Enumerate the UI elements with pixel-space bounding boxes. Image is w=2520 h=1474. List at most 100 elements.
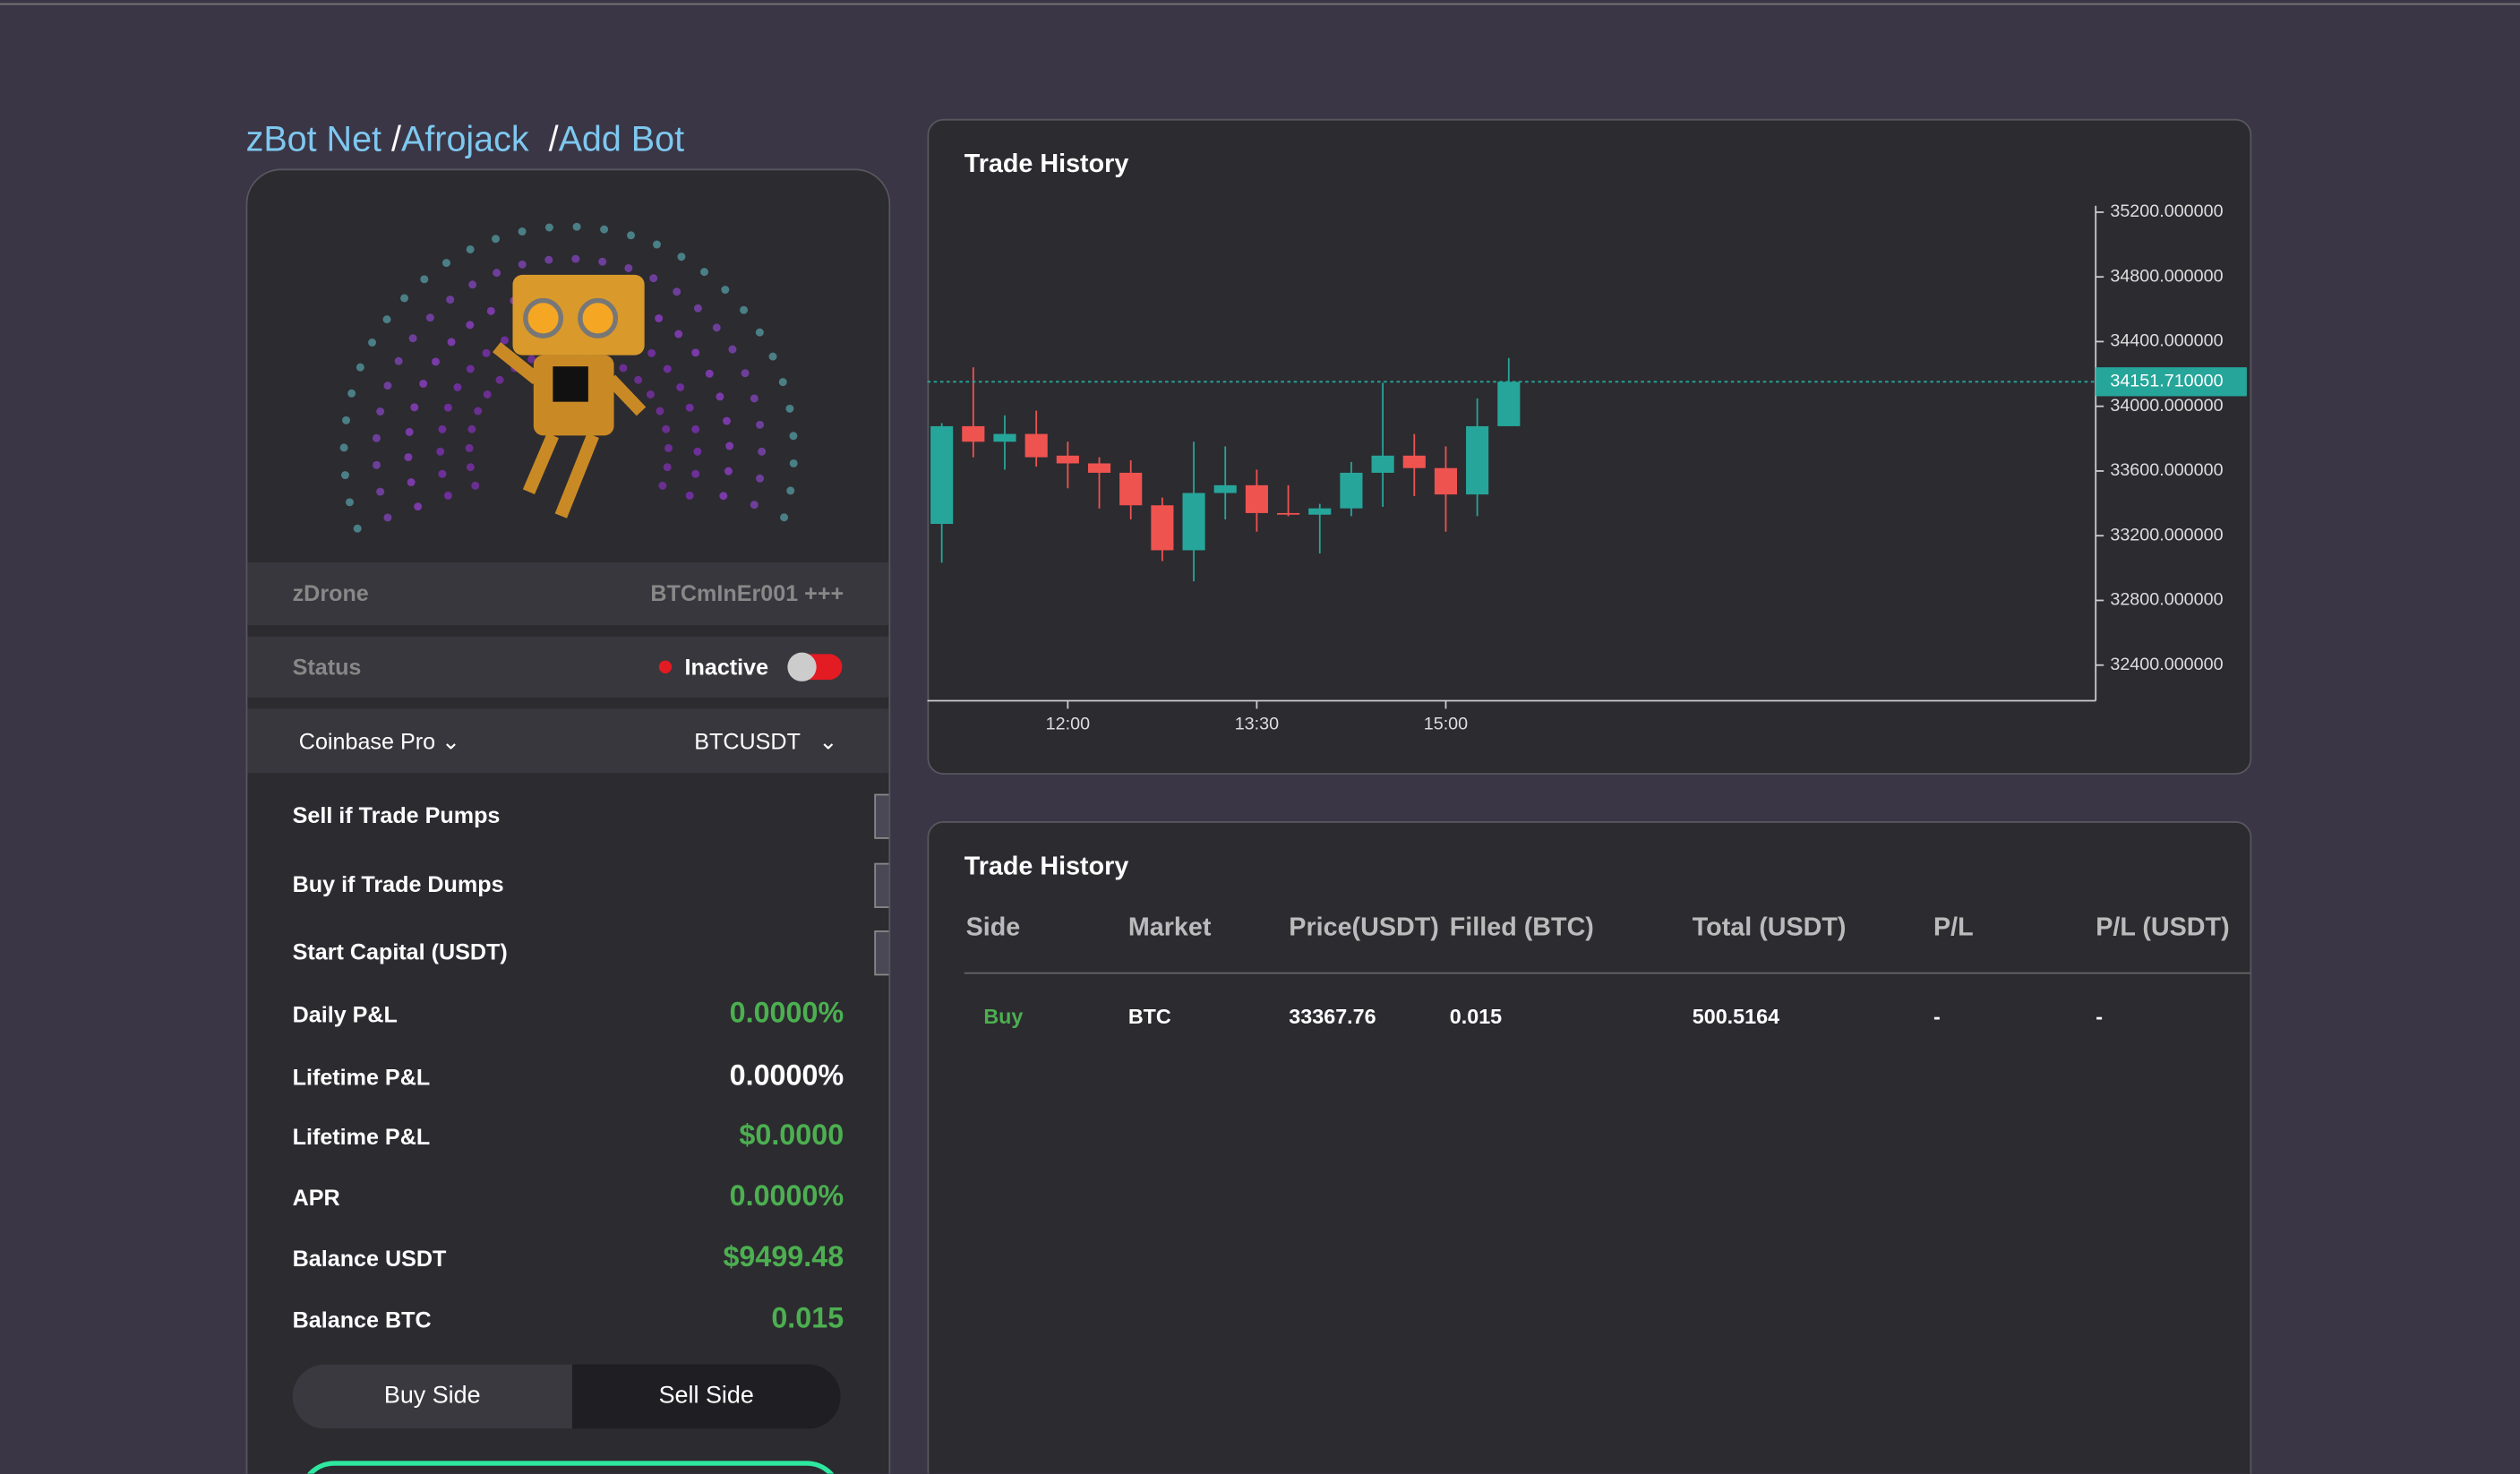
dot bbox=[466, 244, 475, 253]
dot bbox=[518, 227, 527, 236]
dot bbox=[467, 424, 476, 433]
input[interactable]: 2 bbox=[874, 861, 889, 908]
dot bbox=[647, 348, 656, 357]
form-label: Buy if Trade Dumps bbox=[292, 870, 504, 896]
exchange: Coinbase Pro bbox=[298, 727, 436, 754]
dot bbox=[407, 478, 416, 487]
column-header: P/L (USDT) bbox=[2096, 914, 2230, 942]
dot bbox=[778, 378, 787, 387]
dot bbox=[663, 463, 672, 472]
dot bbox=[383, 381, 392, 390]
dot bbox=[372, 433, 381, 442]
dot bbox=[346, 498, 354, 507]
dot bbox=[785, 404, 794, 413]
form-label: Sell if Trade Pumps bbox=[292, 801, 501, 828]
bot-avatar bbox=[339, 222, 798, 533]
dot bbox=[443, 491, 452, 500]
column-header: Filled (BTC) bbox=[1449, 914, 1594, 942]
top-bar bbox=[0, 3, 2520, 5]
side-button[interactable]: Buy Side bbox=[292, 1364, 572, 1429]
dot bbox=[339, 443, 348, 452]
status: Inactive bbox=[684, 654, 769, 681]
table-title: Trade History bbox=[964, 853, 1129, 881]
dot bbox=[342, 416, 350, 424]
dot bbox=[741, 369, 750, 378]
stat-label: APR bbox=[292, 1184, 340, 1211]
dot bbox=[356, 363, 364, 372]
dot bbox=[471, 481, 480, 490]
dot bbox=[725, 441, 734, 450]
dot bbox=[674, 330, 683, 339]
bot-card: zDrone BTCmInEr001 +++ Status Inactive C… bbox=[245, 168, 891, 1474]
dot bbox=[600, 225, 609, 234]
bot-id: BTCmInEr001 +++ bbox=[650, 579, 844, 606]
dot bbox=[716, 392, 724, 401]
dot bbox=[438, 469, 447, 478]
column-header: Side bbox=[965, 914, 1021, 942]
form-label: Start Capital (USDT) bbox=[292, 938, 508, 964]
dot bbox=[420, 275, 429, 284]
dot bbox=[693, 447, 702, 456]
dot bbox=[789, 432, 798, 441]
dot bbox=[685, 403, 694, 412]
input[interactable]: 500 bbox=[874, 930, 889, 976]
dot bbox=[719, 492, 728, 501]
dot bbox=[750, 501, 759, 510]
stat-value: 0.015 bbox=[771, 1301, 844, 1334]
dot bbox=[372, 460, 381, 469]
dot bbox=[400, 294, 409, 303]
dot bbox=[649, 274, 658, 283]
dot bbox=[656, 407, 664, 416]
stat-value: 0.0000% bbox=[729, 996, 844, 1029]
toggle[interactable] bbox=[787, 652, 843, 681]
dot bbox=[571, 254, 580, 263]
dot bbox=[376, 487, 385, 496]
dot bbox=[376, 407, 385, 416]
pair-select[interactable]: BTCUSDT ⌄ bbox=[694, 727, 838, 754]
dot bbox=[465, 443, 474, 452]
stat-label: Lifetime P&L bbox=[292, 1064, 431, 1090]
dot bbox=[685, 491, 694, 500]
dot bbox=[436, 447, 445, 456]
stat-label: Lifetime P&L bbox=[292, 1123, 431, 1150]
dot bbox=[663, 364, 672, 373]
dot bbox=[432, 357, 441, 366]
chart-card: Trade History bbox=[927, 118, 2252, 776]
dot bbox=[662, 424, 671, 433]
dot bbox=[414, 502, 423, 511]
dot bbox=[724, 467, 733, 476]
status-label: Status bbox=[292, 654, 362, 681]
dot bbox=[492, 235, 500, 244]
dot bbox=[404, 453, 413, 462]
cell: 500.5164 bbox=[1692, 1004, 1780, 1029]
dot bbox=[425, 313, 434, 322]
dot bbox=[693, 304, 702, 313]
breadcrumb: zBot Net /Afrojack /Add Bot bbox=[246, 119, 684, 161]
exchange-select[interactable]: Coinbase Pro ⌄ bbox=[298, 727, 461, 754]
side-button[interactable]: Sell Side bbox=[658, 1382, 754, 1410]
dot bbox=[474, 407, 483, 416]
crumb[interactable]: zBot Net bbox=[245, 118, 382, 159]
dot bbox=[627, 231, 636, 240]
robot-eye bbox=[578, 297, 619, 339]
input[interactable]: 1 bbox=[874, 793, 889, 839]
dot bbox=[691, 469, 700, 478]
stat-value: $9499.48 bbox=[723, 1240, 844, 1273]
dot bbox=[466, 321, 475, 330]
crumb[interactable]: Afrojack bbox=[400, 118, 529, 159]
cell: BTC bbox=[1127, 1004, 1171, 1029]
crumb[interactable]: Add Bot bbox=[558, 118, 685, 159]
cell: - bbox=[2096, 1004, 2104, 1029]
stat-value: 0.0000% bbox=[729, 1179, 844, 1213]
status-dot bbox=[658, 660, 673, 673]
dot bbox=[368, 338, 377, 347]
action-button[interactable] bbox=[298, 1461, 843, 1474]
dot bbox=[700, 268, 708, 277]
dot bbox=[468, 280, 477, 289]
column-header: Total (USDT) bbox=[1692, 914, 1847, 942]
column-header: P/L bbox=[1933, 914, 1974, 942]
dot bbox=[482, 348, 491, 357]
dot bbox=[598, 257, 607, 266]
stat-label: Daily P&L bbox=[292, 1001, 398, 1027]
